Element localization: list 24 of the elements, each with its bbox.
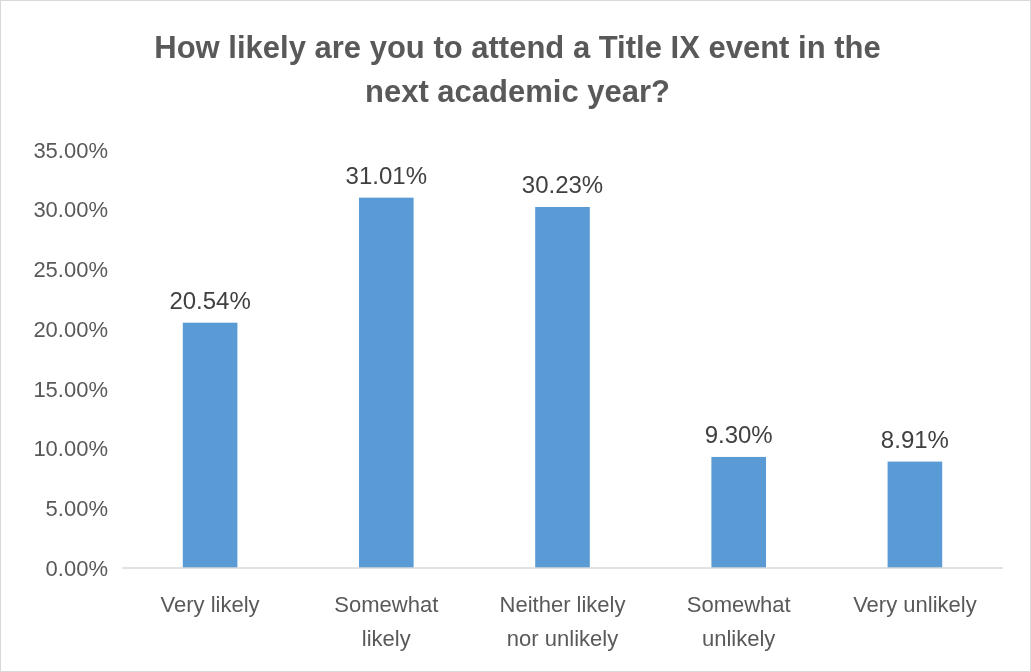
bar [887, 461, 943, 568]
data-label: 31.01% [345, 161, 427, 189]
x-tick-label: Somewhat likely [334, 592, 439, 651]
x-tick-label: Neither likely nor unlikely [499, 592, 626, 651]
y-tick-label: 15.00% [33, 376, 108, 402]
data-label: 8.91% [880, 425, 949, 453]
x-tick-label: Somewhat unlikely [686, 592, 791, 651]
x-tick-label: Very likely [160, 592, 260, 617]
y-tick-label: 35.00% [33, 137, 108, 163]
data-label: 30.23% [521, 170, 604, 198]
bar [182, 322, 238, 568]
bar [535, 206, 590, 568]
data-label: 20.54% [169, 286, 251, 314]
y-tick-label: 10.00% [33, 436, 108, 462]
y-tick-label: 30.00% [33, 197, 108, 223]
y-tick-label: 5.00% [45, 495, 108, 521]
y-tick-label: 0.00% [45, 555, 108, 581]
data-label: 9.30% [704, 420, 773, 448]
chart-title: How likely are you to attend a Title IX event in the next academic year? [154, 30, 881, 109]
y-tick-label: 20.00% [33, 316, 108, 342]
x-tick-label: Very unlikely [853, 592, 977, 617]
bar [711, 456, 767, 568]
y-tick-label: 25.00% [33, 257, 108, 283]
bar [358, 197, 414, 568]
